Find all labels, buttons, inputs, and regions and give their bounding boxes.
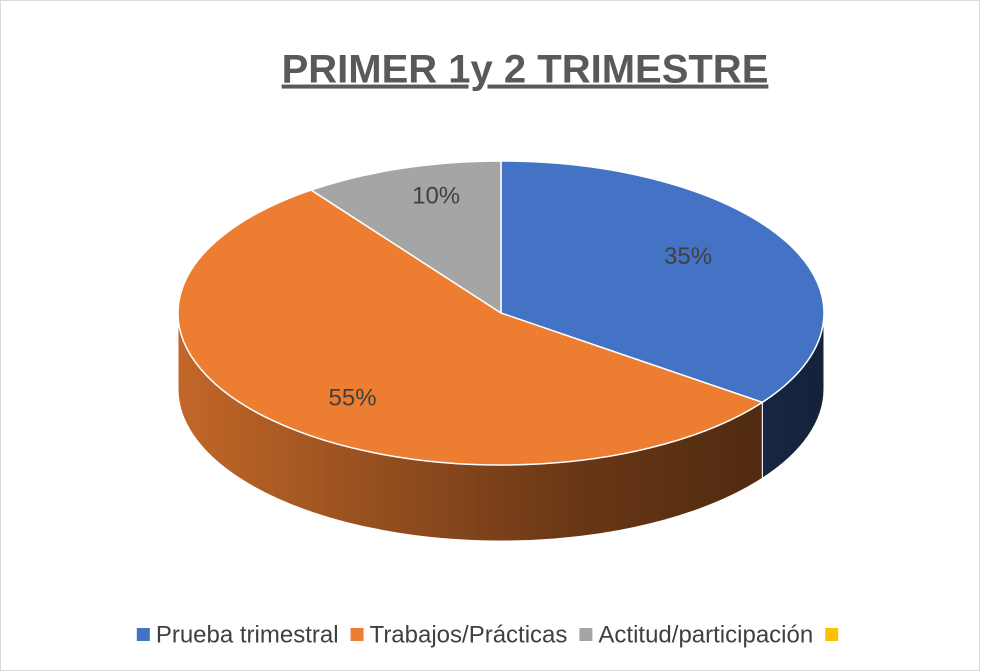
legend-label: Actitud/participación bbox=[598, 621, 813, 648]
legend-label: Trabajos/Prácticas bbox=[370, 621, 568, 648]
legend-swatch bbox=[350, 628, 364, 641]
legend-swatch bbox=[825, 628, 839, 641]
legend-swatch bbox=[136, 628, 150, 641]
pie-slice bbox=[500, 160, 825, 404]
legend-label: Prueba trimestral bbox=[156, 621, 339, 648]
pie-slice bbox=[309, 160, 502, 315]
pie-slice bbox=[177, 189, 765, 466]
data-label: 10% bbox=[412, 183, 460, 210]
legend: Prueba trimestral Trabajos/Prácticas Actit… bbox=[136, 621, 839, 648]
legend-swatch bbox=[579, 628, 593, 641]
data-label: 35% bbox=[664, 243, 712, 270]
chart-title: PRIMER 1y 2 TRIMESTRE bbox=[282, 48, 769, 92]
data-label: 55% bbox=[329, 384, 377, 411]
